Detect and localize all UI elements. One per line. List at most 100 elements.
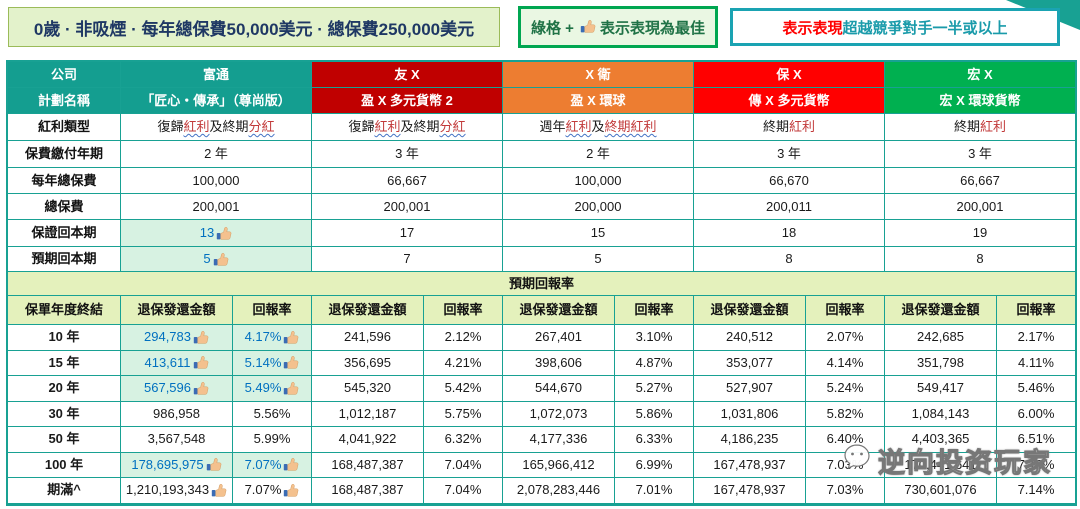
- cell-text: 4,177,336: [529, 431, 588, 447]
- row-label-total: 總保費: [8, 194, 121, 220]
- cell-text: 167,478,937: [713, 456, 786, 472]
- dividend-type-cell: 復歸 紅利 及終期 分紅: [121, 114, 312, 141]
- cell-text: 20 年: [48, 380, 80, 396]
- cell-text: 紅利: [374, 119, 401, 135]
- cell-text: 17: [399, 225, 415, 241]
- cell-text: 預期回報率: [508, 275, 574, 291]
- subheader-surrender-amount: 退保發還金額: [121, 296, 233, 325]
- thumbs-up-icon: [283, 380, 299, 399]
- plan-name-cell: 「匠心・傳承」（尊尚版）: [121, 88, 312, 114]
- expected-breakeven-cell: 8: [885, 247, 1076, 272]
- cell-text: 紅利: [183, 119, 210, 135]
- cell-text: 15: [590, 225, 606, 241]
- surrender-amount-cell: 4,177,336: [503, 427, 615, 453]
- cell-text: 3,567,548: [147, 431, 206, 447]
- cell-text: 5.24%: [826, 380, 864, 396]
- subheader-surrender-amount: 退保發還金額: [312, 296, 424, 325]
- cell-text: 3 年: [395, 146, 419, 162]
- surrender-amount-cell: 527,907: [694, 376, 806, 402]
- cell-text: 退保發還金額: [328, 302, 407, 318]
- surrender-amount-cell: 4,041,922: [312, 427, 424, 453]
- cell-text: 保證回本期: [31, 225, 97, 241]
- return-rate-cell: 6.32%: [424, 427, 503, 453]
- cell-text: 4.87%: [635, 354, 673, 370]
- subheader-surrender-amount: 退保發還金額: [885, 296, 997, 325]
- return-rate-cell: 5.86%: [615, 401, 694, 427]
- plan-name-cell: 盈 X 多元貨幣 2: [312, 88, 503, 114]
- cell-text: 200,001: [192, 198, 240, 214]
- cell-text: 413,611: [144, 354, 191, 370]
- total-premium-cell: 200,000: [503, 194, 694, 220]
- cell-text: 6.40%: [826, 431, 864, 447]
- company-cell: X 衛: [503, 62, 694, 88]
- cell-text: 567,596: [144, 380, 191, 396]
- cell-text: 保單年度終結: [24, 302, 103, 318]
- total-premium-cell: 200,001: [885, 194, 1076, 220]
- cell-text: 4,186,235: [720, 431, 779, 447]
- legend-red-banner: 表示表現 超越競爭對手一半或以上: [730, 8, 1060, 46]
- expected-breakeven-cell: 7: [312, 247, 503, 272]
- cell-text: 66,667: [387, 172, 427, 188]
- surrender-amount-cell: 567,596: [121, 376, 233, 402]
- return-rate-cell: 4.17%: [233, 325, 312, 351]
- annual-premium-cell: 100,000: [503, 168, 694, 194]
- cell-text: 15 年: [48, 354, 80, 370]
- surrender-amount-cell: 241,596: [312, 325, 424, 351]
- dividend-type-cell: 週年 紅利及終期紅利: [503, 114, 694, 141]
- year-label: 30 年: [8, 401, 121, 427]
- row-label-expected: 預期回本期: [8, 247, 121, 272]
- surrender-amount-cell: 165,966,412: [503, 452, 615, 478]
- cell-text: 紅利: [565, 119, 592, 135]
- cell-text: 6.00%: [1017, 405, 1055, 421]
- cell-text: 復歸: [348, 119, 375, 135]
- plan-name-cell: 宏 X 環球貨幣: [885, 88, 1076, 114]
- cell-text: 2.07%: [826, 329, 864, 345]
- cell-text: 終期紅利: [604, 119, 657, 135]
- cell-text: 傳 X 多元貨幣: [748, 92, 830, 108]
- subheader-surrender-amount: 退保發還金額: [694, 296, 806, 325]
- surrender-amount-cell: 353,077: [694, 350, 806, 376]
- cell-text: 紅利類型: [37, 119, 90, 135]
- return-rate-cell: 6.33%: [615, 427, 694, 453]
- cell-text: 4.11%: [1018, 354, 1054, 370]
- cell-text: 5.82%: [826, 405, 864, 421]
- row-label-guaranteed: 保證回本期: [8, 220, 121, 247]
- cell-text: 545,320: [344, 380, 391, 396]
- cell-text: 4,403,365: [911, 431, 970, 447]
- cell-text: 353,077: [726, 354, 773, 370]
- cell-text: 549,417: [917, 380, 964, 396]
- cell-text: 1,084,143: [911, 405, 970, 421]
- cell-text: 356,695: [344, 354, 391, 370]
- surrender-amount-cell: 730,601,076: [885, 478, 997, 504]
- surrender-amount-cell: 294,783: [121, 325, 233, 351]
- cell-text: 7.03%: [826, 482, 864, 498]
- return-rate-cell: 6.99%: [615, 452, 694, 478]
- cell-text: 100 年: [44, 456, 84, 472]
- return-rate-cell: 7.03%: [806, 452, 885, 478]
- return-rate-cell: 5.42%: [424, 376, 503, 402]
- cell-text: 週年: [539, 119, 566, 135]
- cell-text: 「匠心・傳承」（尊尚版）: [141, 92, 291, 108]
- thumbs-up-icon: [193, 380, 209, 399]
- return-rate-cell: 3.10%: [615, 325, 694, 351]
- cell-text: 7.04%: [444, 456, 482, 472]
- legend-best-suffix: 表示表現為最佳: [599, 19, 705, 37]
- cell-text: 及: [591, 119, 605, 135]
- surrender-amount-cell: 1,072,073: [503, 401, 615, 427]
- cell-text: 5.99%: [253, 431, 291, 447]
- cell-text: 167,478,937: [713, 482, 786, 498]
- cell-text: 5: [594, 251, 602, 267]
- annual-premium-cell: 100,000: [121, 168, 312, 194]
- expected-breakeven-cell: 5: [121, 247, 312, 272]
- cell-text: 2 年: [204, 146, 228, 162]
- cell-text: 1,210,193,343: [125, 482, 210, 498]
- cell-text: 267,401: [535, 329, 582, 345]
- cell-text: 7.07%: [244, 456, 282, 472]
- surrender-amount-cell: 2,078,283,446: [503, 478, 615, 504]
- cell-text: 回報率: [634, 302, 674, 318]
- cell-text: 13: [199, 225, 215, 241]
- cell-text: 4.17%: [244, 329, 282, 345]
- return-rate-cell: 4.11%: [997, 350, 1076, 376]
- year-label: 15 年: [8, 350, 121, 376]
- surrender-amount-cell: 242,685: [885, 325, 997, 351]
